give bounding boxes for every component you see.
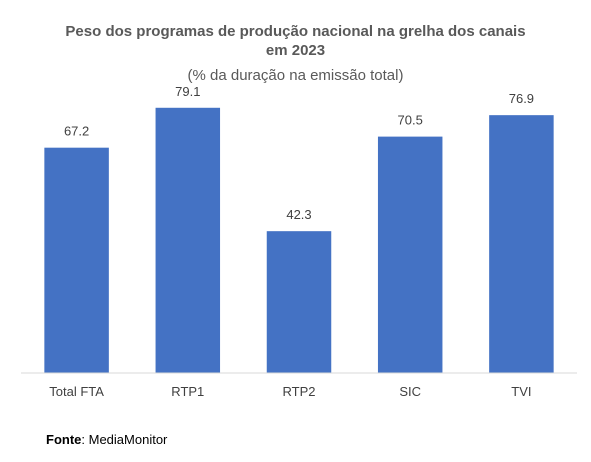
bars-group [44,107,554,374]
source-separator: : [81,432,89,447]
data-label-tvi: 76.9 [509,91,534,106]
bar-rtp1 [155,107,221,374]
x-tick-label-total-fta: Total FTA [49,384,104,399]
x-tick-label-rtp1: RTP1 [171,384,204,399]
data-label-sic: 70.5 [398,113,423,128]
bar-sic [377,136,443,373]
source-text: MediaMonitor [88,432,168,447]
chart-title-line-1: Peso dos programas de produção nacional … [65,23,526,40]
source-label: Fonte [46,432,82,447]
x-tick-labels-group: Total FTA RTP1 RTP2 SIC TVI [49,384,531,399]
x-tick-label-sic: SIC [399,384,421,399]
data-label-total-fta: 67.2 [64,124,89,139]
x-tick-label-rtp2: RTP2 [283,384,316,399]
source-note: Fonte: MediaMonitor [46,432,167,447]
chart-title-line-2: em 2023 [265,42,326,59]
data-label-rtp1: 79.1 [175,84,200,99]
bar-rtp2 [266,231,332,373]
data-labels-group: 67.2 79.1 42.3 70.5 76.9 [64,84,534,222]
x-tick-label-tvi: TVI [511,384,531,399]
chart-subtitle: (% da duração na emissão total) [187,67,404,84]
bar-total-fta [44,147,109,373]
chart-title: Peso dos programas de produção nacional … [0,22,591,60]
data-label-rtp2: 42.3 [286,207,311,222]
bar-tvi [489,115,554,374]
